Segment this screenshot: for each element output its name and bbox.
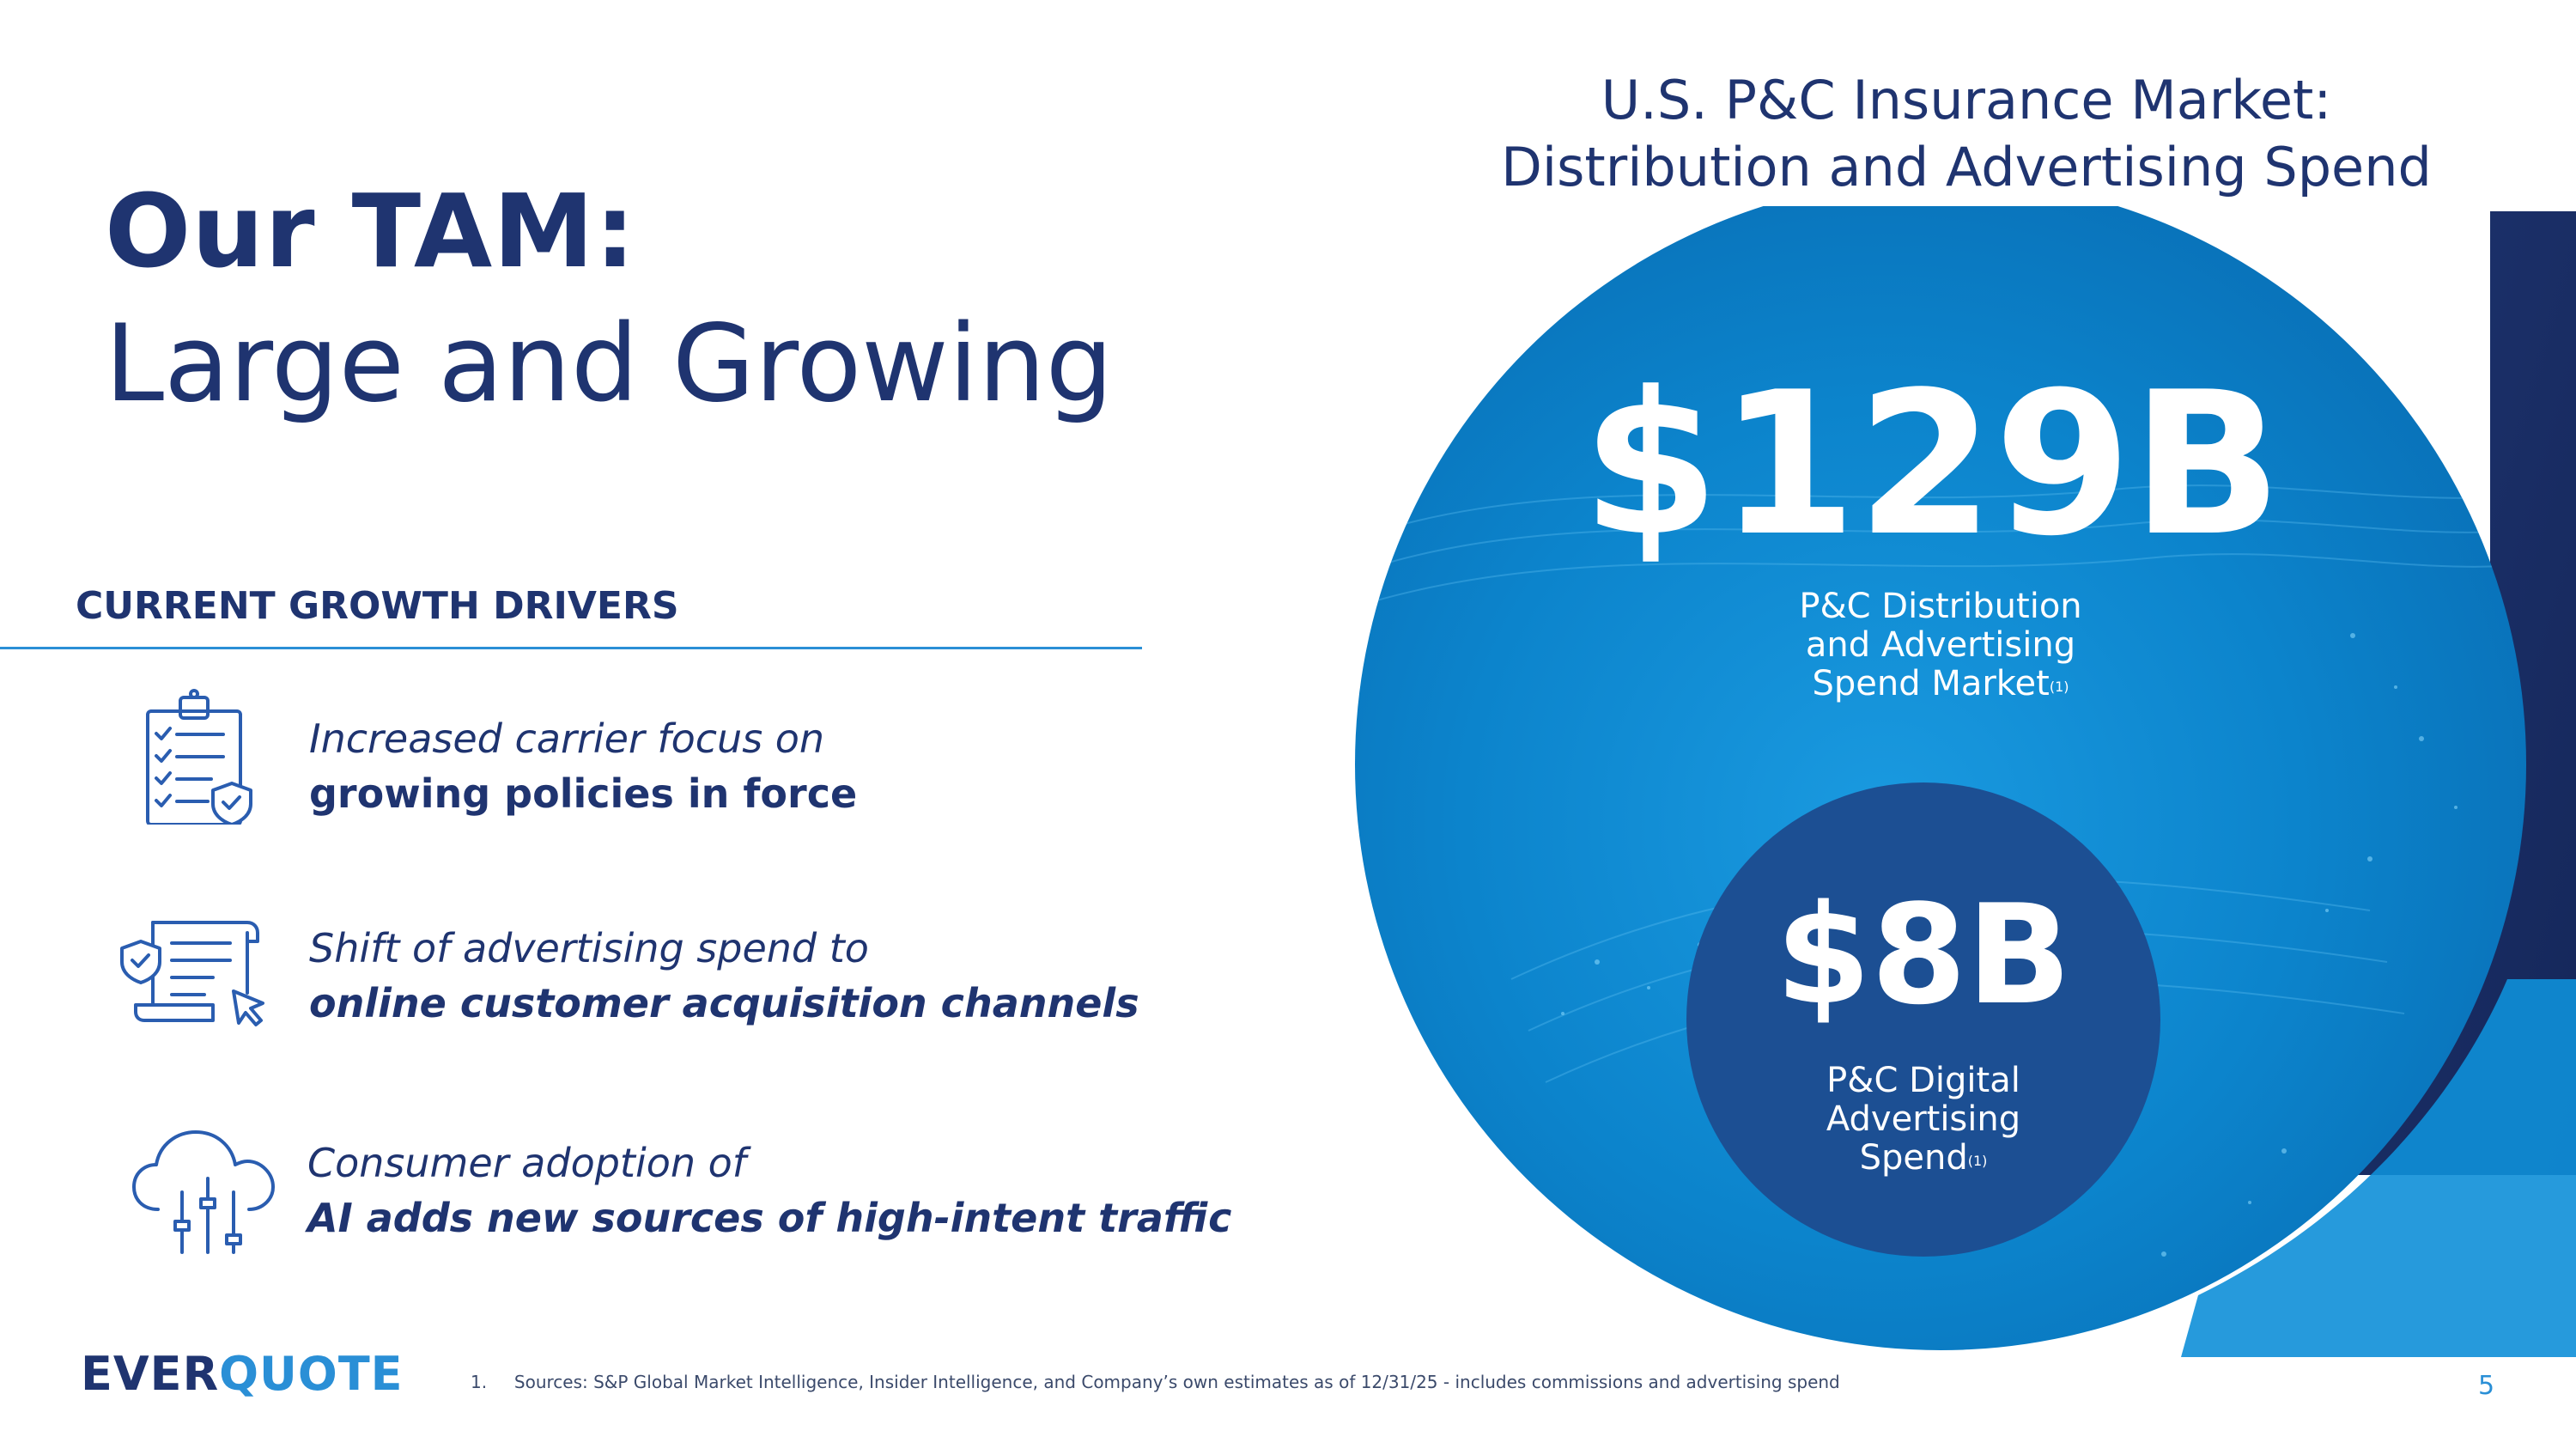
market-heading-line1: U.S. P&C Insurance Market:: [1601, 69, 2332, 131]
market-heading: U.S. P&C Insurance Market: Distribution …: [1494, 67, 2439, 201]
footnote-marker: (1): [2049, 679, 2069, 695]
page-number: 5: [2478, 1371, 2495, 1401]
document-shield-cursor-icon: [118, 917, 273, 1041]
outer-circle: [1355, 179, 2526, 1350]
logo-part1: EVER: [81, 1347, 220, 1401]
outer-label-line3: Spend Market(1): [1717, 665, 2164, 706]
page-title: Our TAM:: [105, 172, 636, 290]
inner-label-line1: P&C Digital: [1826, 1061, 2020, 1100]
outer-label-text: Spend Market: [1812, 664, 2050, 703]
driver-line1: Increased carrier focus on: [309, 715, 825, 762]
driver-line2: growing policies in force: [309, 770, 858, 817]
driver-line1: Consumer adoption of: [307, 1140, 746, 1186]
footnote-marker: (1): [1967, 1153, 1988, 1169]
inner-label-line3: Spend(1): [1795, 1139, 2052, 1180]
driver-line1: Shift of advertising spend to: [309, 925, 869, 971]
footnote: 1. Sources: S&P Global Market Intelligen…: [471, 1372, 1840, 1392]
divider: [0, 647, 1142, 649]
driver-line2: online customer acquisition channels: [309, 980, 1139, 1026]
driver-item: Shift of advertising spend to online cus…: [309, 921, 1139, 1031]
logo-part2: QUOTE: [219, 1347, 404, 1401]
outer-label-line2: and Advertising: [1805, 625, 2076, 665]
corner-block: [2301, 211, 2576, 1175]
market-graphic: [1340, 179, 2576, 1357]
inner-label-text: Spend: [1859, 1138, 1968, 1178]
market-heading-line2: Distribution and Advertising Spend: [1501, 136, 2432, 198]
driver-item: Increased carrier focus on growing polic…: [309, 711, 857, 821]
cloud-sliders-icon: [129, 1127, 283, 1259]
outer-label: P&C Distribution and Advertising Spend M…: [1717, 588, 2164, 706]
accent-wedge: [2181, 979, 2576, 1357]
everquote-logo: EVERQUOTE: [81, 1347, 404, 1401]
footnote-text: Sources: S&P Global Market Intelligence,…: [513, 1372, 1840, 1392]
inner-label: P&C Digital Advertising Spend(1): [1795, 1062, 2052, 1180]
outer-value: $129B: [1582, 350, 2282, 580]
inner-circle: [1686, 782, 2160, 1257]
page-subtitle: Large and Growing: [105, 302, 1114, 426]
driver-item: Consumer adoption of AI adds new sources…: [307, 1135, 1231, 1245]
driver-line2: AI adds new sources of high-intent traff…: [307, 1195, 1232, 1241]
outer-label-line1: P&C Distribution: [1799, 587, 2082, 626]
inner-label-line2: Advertising: [1826, 1099, 2021, 1139]
footnote-number: 1.: [471, 1372, 488, 1392]
inner-value: $8B: [1775, 874, 2072, 1035]
drivers-heading: CURRENT GROWTH DRIVERS: [76, 584, 679, 628]
clipboard-checklist-shield-icon: [137, 687, 266, 828]
